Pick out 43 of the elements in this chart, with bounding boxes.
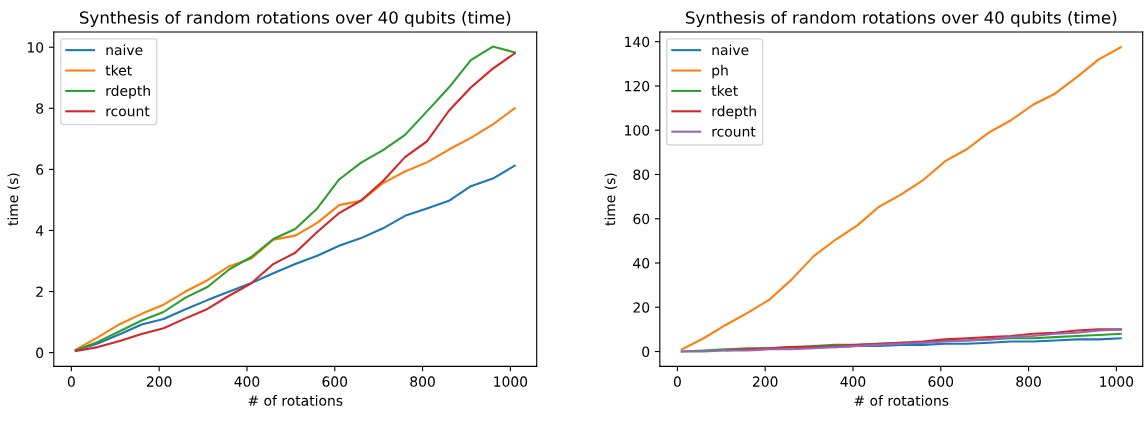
y-tick-label: 6: [36, 164, 44, 175]
legend-label: rcount: [712, 126, 756, 137]
legend-label: ph: [712, 64, 728, 79]
chart-title: Synthesis of random rotations over 40 qubits (time): [685, 10, 1117, 28]
x-tick-label: 600: [322, 376, 348, 387]
x-tick-label: 1000: [1100, 376, 1134, 387]
y-tick-label: 10: [27, 42, 44, 53]
y-tick-label: 20: [633, 302, 650, 313]
y-tick-label: 120: [625, 80, 650, 92]
y-tick-label: 80: [633, 169, 650, 180]
x-tick-label: 0: [67, 376, 75, 387]
legend-label: tket: [711, 85, 738, 96]
x-tick-label: 400: [840, 376, 866, 387]
y-tick-label: 60: [633, 213, 650, 225]
y-tick-label: 2: [36, 286, 43, 297]
legend-label: rdepth: [106, 85, 150, 99]
y-tick-label: 140: [625, 36, 650, 48]
y-tick-label: 0: [36, 347, 44, 359]
y-tick-label: 8: [36, 103, 44, 114]
x-tick-label: 200: [752, 376, 778, 387]
legend-label: rdepth: [712, 105, 756, 120]
x-axis-title: # of rotations: [854, 395, 949, 406]
line-series: [74, 107, 516, 351]
x-tick-label: 1000: [494, 376, 528, 387]
line-series: [680, 46, 1122, 351]
legend-label: tket: [105, 64, 132, 76]
x-tick-label: 200: [146, 376, 172, 387]
x-tick-label: 800: [410, 376, 435, 387]
legend-label: rcount: [106, 106, 150, 117]
x-axis-title: # of rotations: [248, 395, 343, 406]
y-tick-label: 100: [625, 125, 650, 136]
y-tick-label: 4: [35, 225, 44, 236]
y-tick-label: 40: [633, 257, 650, 269]
legend-label: naive: [106, 44, 143, 56]
chart-title: Synthesis of random rotations over 40 qubits (time): [79, 10, 511, 28]
x-tick-label: 400: [234, 376, 260, 387]
x-tick-label: 800: [1016, 376, 1041, 387]
x-tick-label: 600: [928, 376, 954, 387]
y-axis-title: time (s): [7, 173, 20, 226]
y-tick-label: 0: [642, 346, 650, 358]
legend-label: naive: [712, 44, 749, 56]
x-tick-label: 0: [673, 376, 681, 387]
y-axis-title: time (s): [604, 173, 617, 226]
